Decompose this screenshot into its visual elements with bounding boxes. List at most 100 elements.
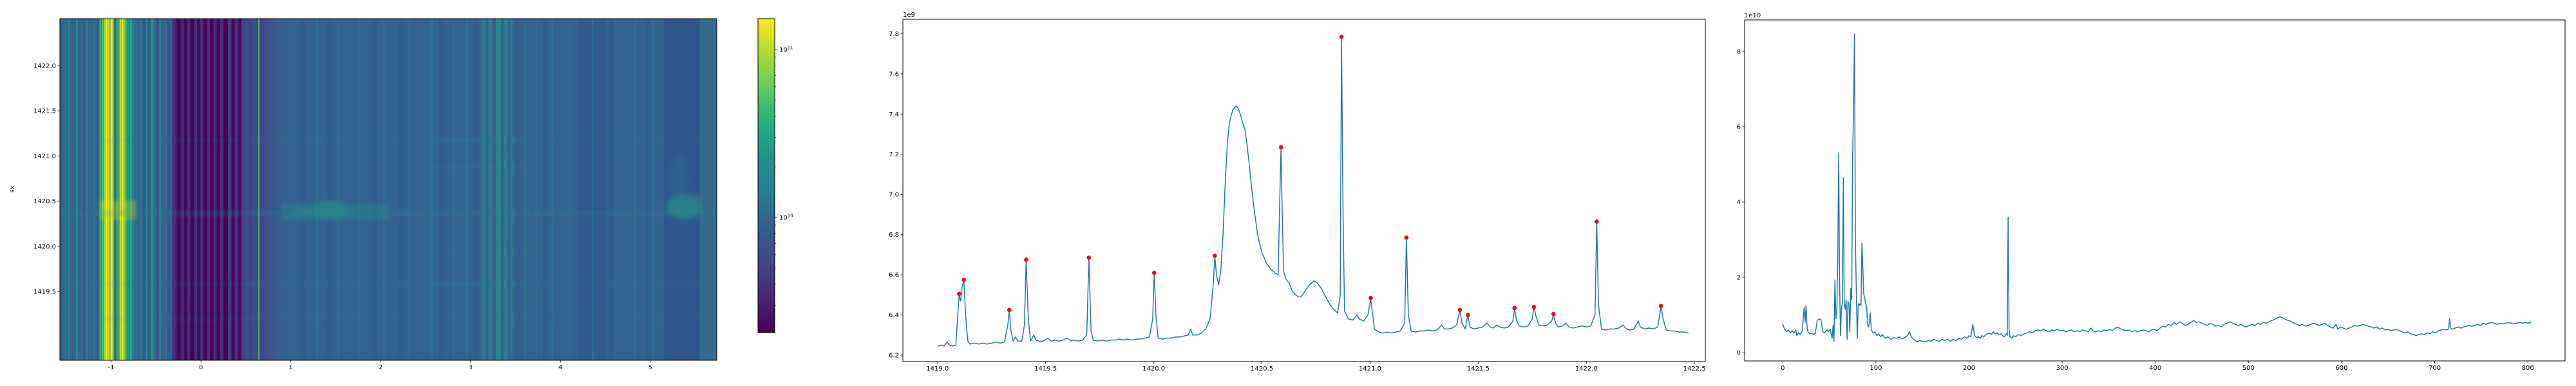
heatmap-stripe [488,19,493,360]
peak-marker [1086,255,1092,260]
heatmap-stripe [569,19,571,360]
timeseries-offset-label: 1e10 [1745,12,1761,19]
peak-marker [1024,257,1028,262]
heatmap-stripe [79,19,82,360]
x-tick-label: 1422.0 [1575,365,1598,372]
peak-marker [1368,295,1373,300]
heatmap-stripe [142,19,146,360]
heatmap-stripe [120,19,122,360]
heatmap-stripe [614,19,616,360]
x-tick-label: 4 [558,364,562,371]
heatmap-stripe [316,19,318,360]
heatmap-stripe [475,19,479,360]
heatmap-stripe [266,19,271,360]
peak-marker [1151,270,1157,275]
x-tick-label: 1421.5 [1467,365,1490,372]
heatmap-row-feature [60,282,717,287]
heatmap-stripe [241,19,245,360]
heatmap-row-feature [434,164,525,169]
heatmap-stripe [146,19,148,360]
heatmap-stripe [114,19,116,360]
y-tick-label: 7.2 [889,151,899,158]
y-tick-label: 1420.0 [33,243,56,250]
axes-spines [59,18,717,361]
x-tick-label: -1 [108,364,115,371]
x-tick-label: 2 [379,364,383,371]
heatmap-stripe [101,19,104,360]
y-tick-label: 4 [1737,199,1741,206]
heatmap-stripe [132,19,135,360]
heatmap-stripe [97,19,100,360]
heatmap-stripe [167,19,170,360]
spectrum-line [938,37,1689,347]
heatmap-stripe [652,19,654,360]
heatmap-stripe [86,19,88,360]
y-tick-label: 1421.0 [33,153,56,160]
heatmap-stripe [106,19,108,360]
heatmap-stripe [510,19,514,360]
heatmap-stripe [213,19,217,360]
heatmap-stripe [184,19,188,360]
heatmap-stripe [110,19,113,360]
heatmap-stripe [515,19,520,360]
heatmap-stripe [439,19,445,360]
x-tick-label: 700 [2429,365,2441,372]
heatmap-stripe [551,19,554,360]
peak-marker [1212,253,1217,258]
heatmap-image [60,19,717,360]
heatmap-row-feature [60,316,717,321]
x-tick-label: 500 [2242,365,2255,372]
heatmap-stripe [76,19,78,360]
x-tick-label: 0 [1781,365,1785,372]
x-tick-label: 200 [1963,365,1975,372]
y-tick-label: 1420.5 [33,198,56,205]
peak-marker [1457,308,1463,313]
heatmap-stripe [83,19,86,360]
timeseries-plot: 0 100 200 300 400 500 600 700 800 0 2 4 6 8 [1737,19,2566,372]
y-tick-label: 7.8 [889,31,899,38]
peak-marker [1531,304,1537,309]
heatmap-stripe [196,19,201,360]
heatmap-stripe [125,19,128,360]
y-tick-label: 6.4 [889,312,899,319]
heatmap-stripe [164,19,167,360]
x-tick-label: 1421.0 [1359,365,1381,372]
x-tick-label: 1 [289,364,292,371]
colorbar-tick-label: 1010 [779,214,793,222]
x-tick-label: 3 [468,364,472,371]
heatmap-stripe [68,19,70,360]
colorbar-gradient [758,19,775,333]
heatmap-stripe [104,19,106,360]
heatmap-stripe [220,19,223,360]
y-tick-label: 7.0 [889,192,899,199]
axes-spines [1744,19,2566,362]
heatmap-stripe [452,19,455,360]
heatmap-stripe [699,19,717,360]
heatmap-stripe [231,19,235,360]
heatmap-stripe [207,19,211,360]
heatmap-stripe [504,19,507,360]
heatmap-stripe [113,19,115,360]
y-tick-label: 1421.5 [33,108,56,115]
x-tick-label: 300 [2056,365,2069,372]
heatmap-stripe [238,19,242,360]
axes-spines [902,19,1706,362]
heatmap-row-feature [434,282,525,287]
heatmap-row-feature [60,210,717,216]
heatmap-stripe [358,19,361,360]
heatmap-stripe [408,19,410,360]
y-tick-label: 6.6 [889,272,899,279]
heatmap-stripe [227,19,232,360]
peak-marker [1278,145,1283,150]
peak-marker [961,277,967,282]
heatmap-stripe [128,19,130,360]
y-tick-label: 6.2 [889,352,899,359]
colorbar-tick-label: 1011 [779,46,793,54]
heatmap-stripe [169,19,172,360]
heatmap-blob-feature [311,201,352,219]
heatmap-stripe [93,19,95,360]
heatmap-stripe [99,19,102,360]
heatmap-stripe [63,19,66,360]
y-tick-label: 1422.0 [33,62,56,69]
